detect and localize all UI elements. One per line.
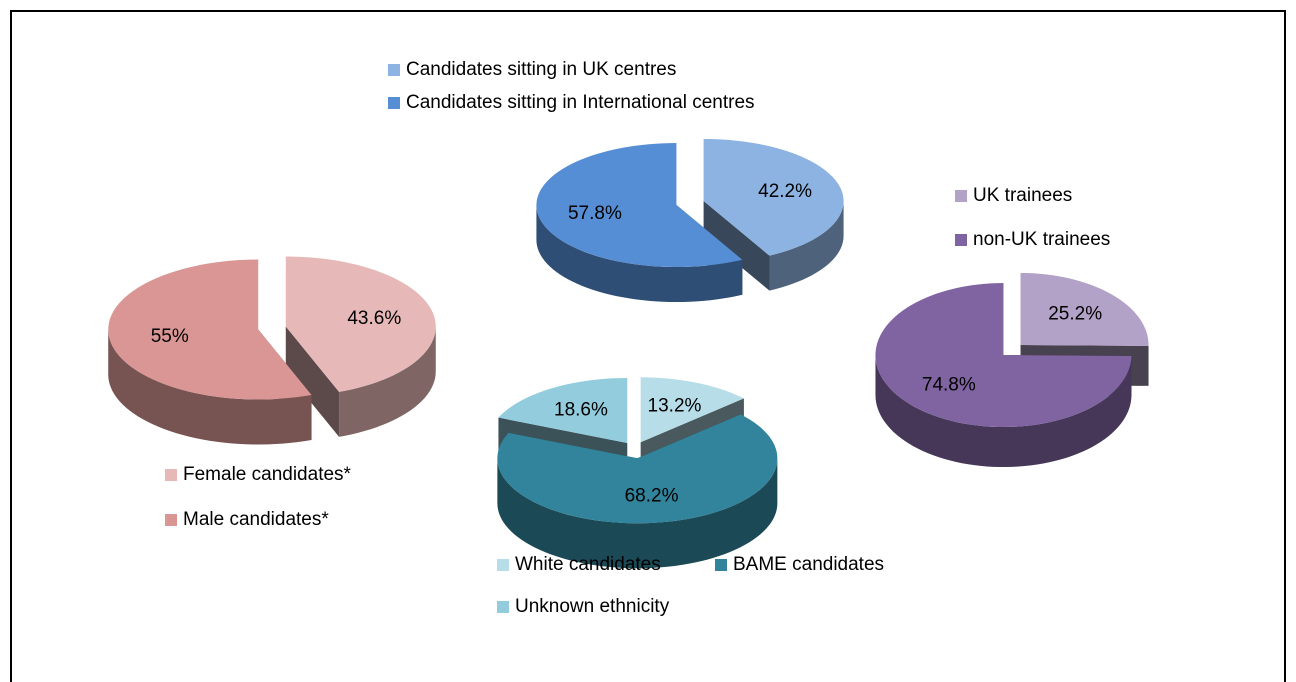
data-label: 57.8% <box>568 203 622 224</box>
legend-swatch <box>497 601 509 613</box>
pie-slice <box>108 259 312 400</box>
pie-slice <box>703 138 844 256</box>
legend-label: White candidates <box>515 554 661 575</box>
legend-swatch <box>497 559 509 571</box>
legend-label: Candidates sitting in UK centres <box>406 59 676 80</box>
pie-slice <box>1020 272 1149 346</box>
legend-swatch <box>388 64 400 76</box>
pie-side <box>703 200 770 291</box>
legend-swatch <box>165 469 177 481</box>
data-label: 13.2% <box>648 396 702 417</box>
pie: 13.2% 68.2% 18.6% White candidates BAME cand… <box>497 377 884 617</box>
pie-slice <box>536 143 743 268</box>
legend-label: non-UK trainees <box>973 229 1110 250</box>
pie-side <box>285 326 340 437</box>
pie: 25.2% 74.8% UK trainees non-UK trainees <box>875 185 1149 468</box>
legend-swatch <box>955 190 967 202</box>
legend-swatch <box>388 97 400 109</box>
legend-label: Candidates sitting in International cent… <box>406 92 755 113</box>
data-label: 68.2% <box>625 486 679 507</box>
legend-label: BAME candidates <box>733 554 884 575</box>
pie-slice <box>875 283 1132 428</box>
pie-side <box>875 355 1132 468</box>
pie-slice <box>498 377 628 443</box>
legend-label: UK trainees <box>973 185 1072 206</box>
pie-slice <box>497 414 778 524</box>
legend-swatch <box>715 559 727 571</box>
pie-slice <box>285 256 436 392</box>
data-label: 43.6% <box>347 308 401 329</box>
data-label: 25.2% <box>1048 304 1102 325</box>
pie-side <box>339 326 436 437</box>
pie: 43.6% 55% Female candidates* Male candidate… <box>108 256 436 530</box>
legend-label: Female candidates* <box>183 464 352 485</box>
legend-label: Male candidates* <box>183 509 329 530</box>
legend-label: Unknown ethnicity <box>515 596 670 617</box>
pie-side <box>497 458 778 569</box>
data-label: 74.8% <box>922 374 976 395</box>
legend-swatch <box>165 514 177 526</box>
legend-swatch <box>955 234 967 246</box>
pie-side <box>108 329 312 445</box>
pie-side <box>536 205 743 303</box>
pie-side <box>769 200 844 291</box>
data-label: 55% <box>151 326 189 347</box>
data-label: 18.6% <box>554 399 608 420</box>
data-label: 42.2% <box>758 181 812 202</box>
pie: 42.2% 57.8% Candidates sitting in UK centr… <box>388 59 844 303</box>
pie-slice <box>640 377 744 443</box>
